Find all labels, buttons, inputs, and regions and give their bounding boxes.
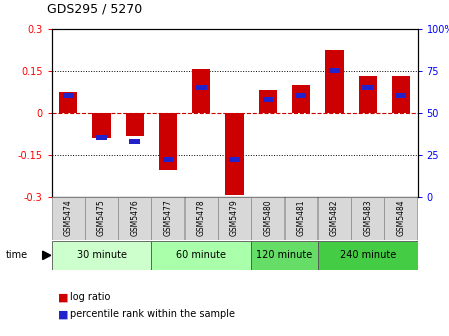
Text: ■: ■ [58, 309, 69, 319]
Bar [229, 157, 240, 162]
Text: log ratio: log ratio [70, 292, 110, 302]
Bar [351, 198, 384, 240]
Text: 240 minute: 240 minute [339, 250, 396, 260]
Bar [218, 198, 251, 240]
Text: time: time [6, 250, 28, 260]
Bar [358, 76, 377, 113]
Bar [85, 198, 118, 240]
Bar [126, 113, 144, 136]
Text: GSM5482: GSM5482 [330, 199, 339, 236]
Text: GSM5477: GSM5477 [163, 199, 172, 236]
Bar [196, 85, 207, 90]
Bar [318, 198, 351, 240]
Text: GSM5480: GSM5480 [264, 199, 273, 236]
Bar [52, 198, 84, 240]
Text: GSM5484: GSM5484 [396, 199, 405, 236]
Text: percentile rank within the sample: percentile rank within the sample [70, 309, 234, 319]
Text: GSM5483: GSM5483 [363, 199, 372, 236]
Text: GSM5476: GSM5476 [130, 199, 139, 236]
Bar [296, 93, 307, 98]
Bar [118, 198, 151, 240]
Bar [251, 198, 284, 240]
Bar [151, 241, 251, 270]
Bar [159, 113, 177, 170]
Bar [151, 198, 185, 240]
Bar [163, 157, 173, 162]
Bar [129, 138, 140, 144]
Bar [59, 92, 77, 113]
Text: 120 minute: 120 minute [256, 250, 313, 260]
Text: GSM5479: GSM5479 [230, 199, 239, 236]
Bar [263, 97, 273, 102]
Bar [92, 113, 111, 138]
Bar [392, 76, 410, 113]
Bar [52, 241, 151, 270]
Bar [63, 93, 74, 98]
Bar [325, 50, 343, 113]
Bar [192, 69, 211, 113]
Bar [259, 90, 277, 113]
Bar [292, 85, 310, 113]
Bar [225, 113, 244, 195]
Text: GSM5474: GSM5474 [64, 199, 73, 236]
Bar [396, 93, 406, 98]
Text: ■: ■ [58, 292, 69, 302]
Text: GSM5481: GSM5481 [297, 199, 306, 236]
Text: 60 minute: 60 minute [176, 250, 226, 260]
Bar [329, 68, 340, 73]
Bar [318, 241, 418, 270]
Bar [185, 198, 218, 240]
Text: GSM5478: GSM5478 [197, 199, 206, 236]
Bar [251, 241, 318, 270]
Bar [285, 198, 317, 240]
Text: GDS295 / 5270: GDS295 / 5270 [47, 2, 142, 15]
Bar [96, 135, 107, 140]
Text: GSM5475: GSM5475 [97, 199, 106, 236]
Text: 30 minute: 30 minute [76, 250, 127, 260]
Bar [362, 85, 373, 90]
Bar [384, 198, 417, 240]
Polygon shape [43, 251, 51, 259]
